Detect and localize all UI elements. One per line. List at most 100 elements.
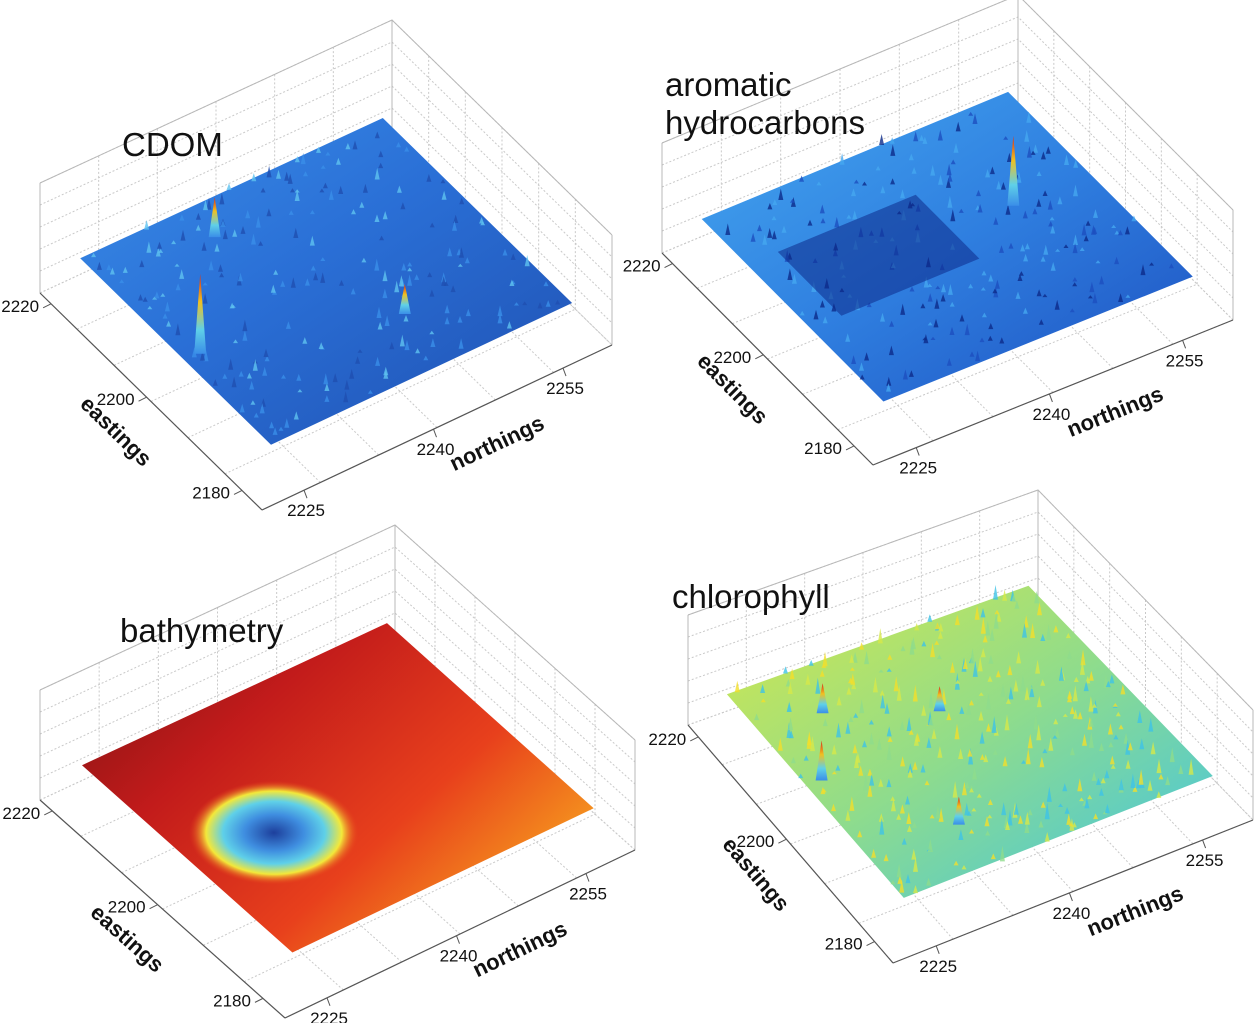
surface-texture bbox=[218, 264, 223, 272]
surface-texture bbox=[1024, 130, 1030, 142]
surface-texture bbox=[203, 350, 209, 362]
surface-texture bbox=[350, 288, 356, 295]
surface-texture bbox=[1083, 235, 1089, 242]
surface-texture bbox=[374, 214, 380, 222]
surface-texture bbox=[457, 316, 463, 323]
surface-texture bbox=[760, 698, 766, 703]
surface-texture bbox=[857, 830, 863, 838]
surface-texture bbox=[959, 706, 965, 714]
surface-texture bbox=[175, 323, 181, 336]
surface-texture bbox=[864, 650, 870, 665]
surface-texture bbox=[1120, 684, 1126, 695]
surface-texture bbox=[772, 199, 778, 205]
surface-texture bbox=[897, 875, 903, 884]
surface-texture bbox=[191, 347, 197, 358]
surface-texture bbox=[222, 229, 228, 240]
surface-texture bbox=[927, 322, 933, 326]
eastings-tick-label: 2180 bbox=[192, 483, 230, 502]
surface-texture bbox=[296, 373, 302, 381]
grid-line bbox=[687, 533, 1254, 755]
surface-texture bbox=[310, 265, 316, 271]
surface-texture bbox=[886, 668, 892, 672]
surface-texture bbox=[1104, 804, 1110, 814]
surface-texture bbox=[813, 309, 819, 320]
surface-texture bbox=[1032, 208, 1038, 215]
surface-texture bbox=[1099, 742, 1104, 751]
surface-texture bbox=[384, 315, 390, 326]
surface-texture bbox=[457, 263, 463, 267]
surface-texture bbox=[762, 234, 768, 245]
surface-texture bbox=[781, 225, 787, 233]
surface-texture bbox=[1108, 741, 1114, 748]
surface-texture bbox=[1069, 747, 1075, 756]
surface-texture bbox=[980, 616, 986, 634]
surface-texture bbox=[913, 131, 919, 142]
surface-texture bbox=[429, 222, 435, 228]
surface-texture bbox=[1040, 151, 1046, 160]
surface-texture bbox=[1067, 690, 1073, 699]
surface-texture bbox=[1034, 590, 1040, 604]
surface-texture bbox=[332, 373, 338, 383]
surface-texture bbox=[946, 712, 952, 721]
grid-line bbox=[687, 511, 1254, 733]
surface-texture bbox=[964, 781, 970, 789]
surface-texture bbox=[835, 764, 841, 771]
northings-axis-line bbox=[261, 344, 613, 511]
surface-peak bbox=[1007, 135, 1020, 206]
surface-texture bbox=[1040, 679, 1046, 686]
surface-texture bbox=[1011, 594, 1017, 602]
surface-texture bbox=[899, 879, 905, 893]
surface-texture bbox=[799, 310, 805, 316]
surface-texture bbox=[1004, 714, 1010, 731]
northings-axis-line bbox=[892, 819, 1254, 964]
surface-texture bbox=[867, 783, 873, 797]
surface-texture bbox=[961, 865, 967, 870]
surface-texture bbox=[1002, 756, 1008, 767]
northings-tick bbox=[326, 997, 331, 1007]
surface-texture bbox=[414, 274, 420, 280]
northings-tick-label: 2255 bbox=[546, 379, 584, 398]
surface-texture bbox=[320, 165, 326, 169]
surface-texture bbox=[999, 337, 1005, 344]
surface-texture bbox=[968, 111, 974, 116]
surface-texture bbox=[988, 323, 994, 330]
eastings-tick-label: 2180 bbox=[804, 439, 842, 458]
surface-texture bbox=[361, 257, 367, 263]
surface-texture bbox=[953, 142, 959, 153]
surface-texture bbox=[1156, 758, 1162, 774]
surface-texture bbox=[937, 631, 943, 639]
surface-texture bbox=[179, 269, 185, 279]
surface-texture bbox=[887, 736, 893, 742]
surface-texture bbox=[249, 380, 255, 390]
surface-texture bbox=[880, 694, 886, 709]
surface-texture bbox=[375, 356, 381, 366]
surface-texture bbox=[1065, 632, 1071, 639]
surface-texture bbox=[767, 227, 773, 238]
surface-texture bbox=[1072, 277, 1078, 282]
surface-texture bbox=[1085, 675, 1091, 684]
eastings-tick bbox=[690, 736, 699, 742]
surface-peak bbox=[398, 284, 411, 314]
surface-texture bbox=[896, 684, 902, 701]
surface-texture bbox=[322, 182, 328, 189]
surface-texture bbox=[226, 183, 232, 190]
northings-tick-label: 2240 bbox=[417, 440, 455, 459]
surface-texture bbox=[323, 373, 329, 385]
surface-texture bbox=[798, 773, 804, 779]
eastings-tick bbox=[42, 303, 52, 309]
surface-texture bbox=[815, 677, 821, 694]
northings-tick bbox=[562, 367, 567, 377]
surface-texture bbox=[362, 183, 368, 193]
surface-texture bbox=[1139, 738, 1145, 750]
surface-texture bbox=[1077, 778, 1083, 792]
surface-texture bbox=[1052, 735, 1058, 739]
surface-texture bbox=[374, 258, 380, 271]
surface-texture bbox=[144, 220, 150, 230]
surface-texture bbox=[859, 699, 865, 714]
surface-texture bbox=[367, 390, 373, 394]
surface-texture bbox=[966, 702, 972, 715]
surface-texture bbox=[1088, 670, 1094, 681]
surface-texture bbox=[987, 675, 993, 682]
surface-texture bbox=[890, 880, 896, 885]
